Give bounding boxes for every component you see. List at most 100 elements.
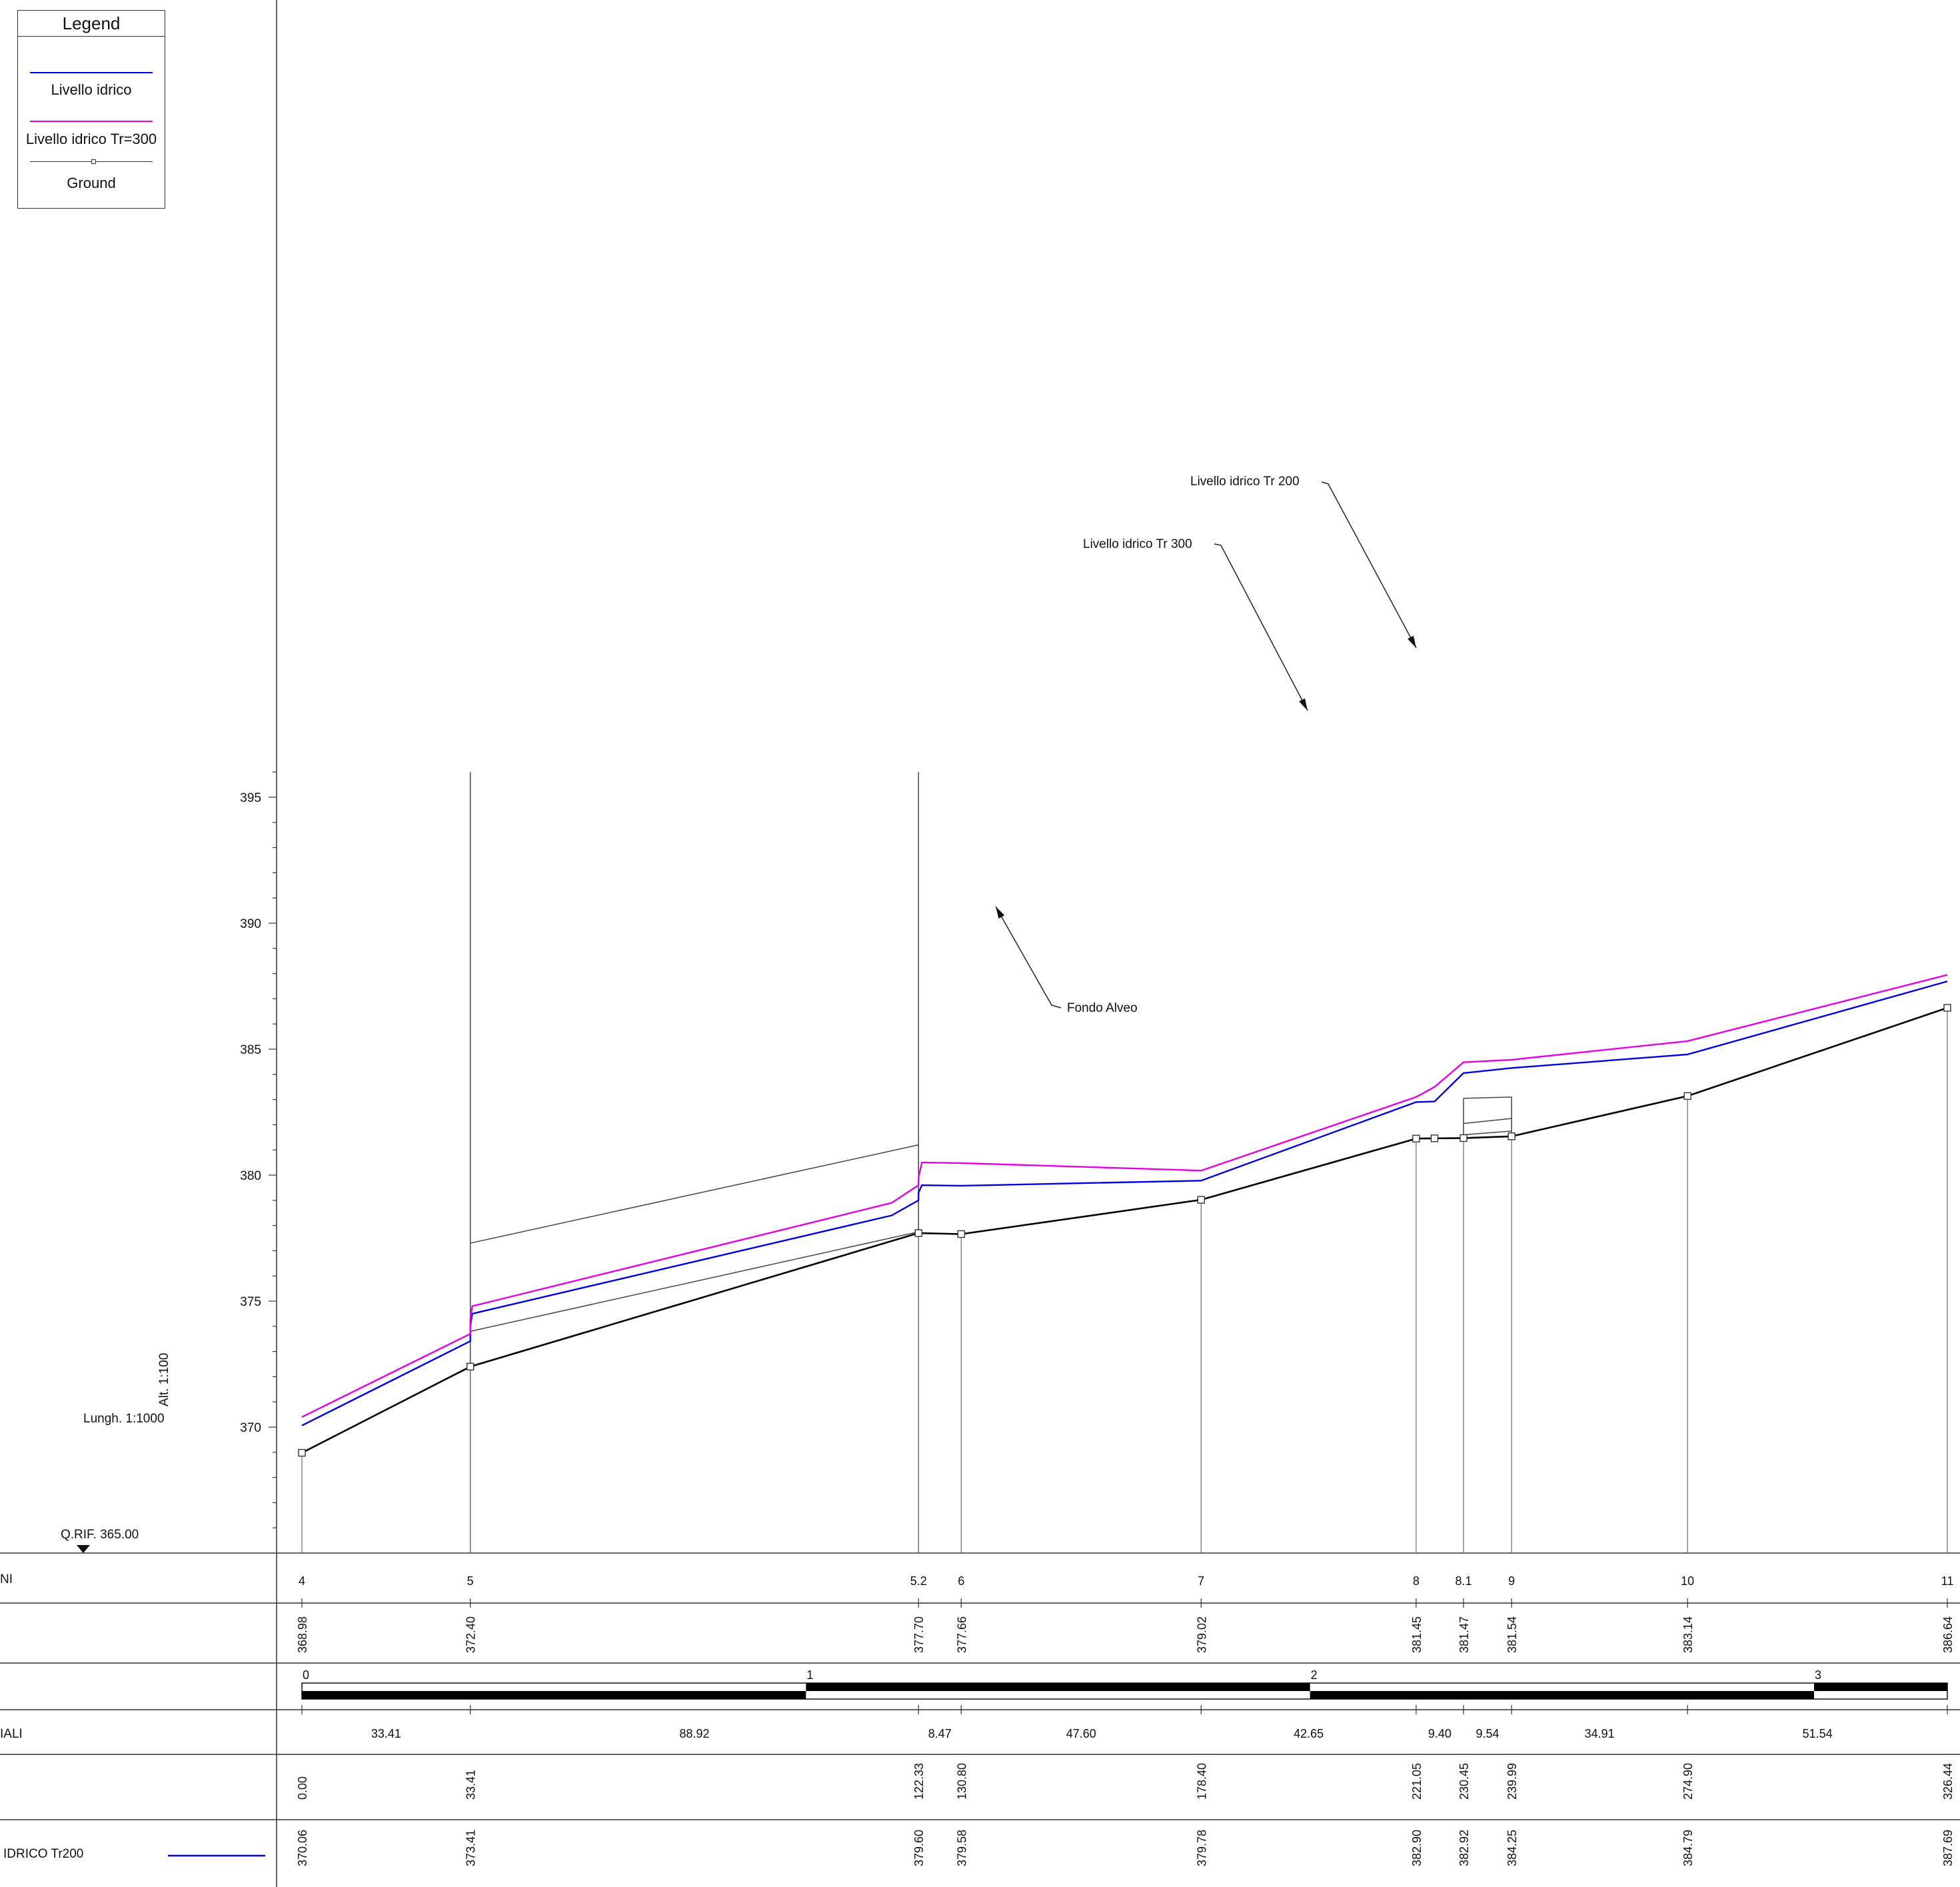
legend-line-livello-idrico xyxy=(30,72,153,73)
ground-elevation-label: 381.54 xyxy=(1505,1616,1519,1653)
leader-tr300 xyxy=(1214,543,1308,711)
scale-bar-segment xyxy=(302,1691,806,1699)
progressive-distance-label: 33.41 xyxy=(465,1770,478,1800)
ground-point xyxy=(298,1448,306,1457)
ground-elevation-label: 372.40 xyxy=(465,1616,478,1653)
partial-distance-label: 33.41 xyxy=(371,1727,401,1740)
partial-distance-label: 9.54 xyxy=(1476,1727,1499,1740)
partial-distance-label: 88.92 xyxy=(679,1727,709,1740)
water-level-label: 373.41 xyxy=(465,1830,478,1866)
progressive-distance-label: 274.90 xyxy=(1681,1763,1695,1800)
table-row-label-partial: IALI xyxy=(0,1727,23,1741)
progressive-distance-label: 130.80 xyxy=(955,1763,968,1800)
legend-line-livello-idrico-tr300 xyxy=(30,121,153,122)
structure-line xyxy=(470,1231,919,1332)
annotation-tr300: Livello idrico Tr 300 xyxy=(1083,537,1192,551)
legend-label-livello-idrico: Livello idrico xyxy=(51,81,132,98)
ground-point xyxy=(1683,1092,1691,1100)
ground-elevation-label: 377.66 xyxy=(955,1616,968,1653)
section-name-label: 11 xyxy=(1941,1574,1954,1588)
y-tick-label: 385 xyxy=(240,1043,261,1057)
partial-distance-label: 9.40 xyxy=(1428,1727,1452,1740)
structure-line xyxy=(470,1144,919,1244)
partial-distance-label: 42.65 xyxy=(1294,1727,1324,1740)
progressive-distance-label: 0.00 xyxy=(296,1776,309,1800)
section-name-label: 4 xyxy=(299,1574,305,1588)
alt-scale-label: Alt. 1:100 xyxy=(157,1352,171,1406)
section-name-label: 7 xyxy=(1198,1574,1204,1588)
ground-elevation-label: 368.98 xyxy=(296,1616,309,1653)
progressive-distance-label: 221.05 xyxy=(1410,1763,1424,1800)
series-line-livello-idrico xyxy=(301,980,1948,1426)
partial-distance-label: 34.91 xyxy=(1585,1727,1615,1740)
y-tick-label: 375 xyxy=(240,1295,261,1309)
water-level-label: 379.60 xyxy=(912,1830,926,1866)
section-name-label: 10 xyxy=(1681,1574,1694,1588)
legend: Legend Livello idrico Livello idrico Tr=… xyxy=(17,10,165,209)
annotation-fondo-alveo: Fondo Alveo xyxy=(1067,1001,1138,1015)
legend-title: Legend xyxy=(18,11,165,37)
ground-point xyxy=(1943,1004,1951,1012)
legend-label-ground: Ground xyxy=(67,175,116,191)
section-name-label: 8.1 xyxy=(1455,1574,1471,1588)
structure-line xyxy=(1463,1130,1512,1136)
structure-line xyxy=(1463,1118,1512,1124)
reference-marker-icon xyxy=(77,1545,90,1553)
ground-elevation-label: 381.45 xyxy=(1410,1616,1424,1653)
y-tick-label: 380 xyxy=(240,1169,261,1183)
scale-bar-segment xyxy=(1310,1691,1815,1699)
ground-point xyxy=(466,1362,475,1370)
arrow-tr200-icon xyxy=(1408,635,1416,648)
arrow-fondo-alveo-icon xyxy=(996,907,1005,919)
scale-bar-label: 1 xyxy=(806,1668,813,1682)
scale-bar-segment xyxy=(1814,1683,1947,1691)
water-level-label: 379.58 xyxy=(955,1830,968,1866)
ground-point xyxy=(1412,1134,1420,1142)
ground-point xyxy=(1460,1134,1468,1142)
y-tick-label: 395 xyxy=(240,791,261,805)
ground-point xyxy=(1507,1132,1515,1140)
progressive-distance-label: 178.40 xyxy=(1195,1763,1208,1800)
progressive-distance-label: 239.99 xyxy=(1505,1763,1519,1800)
leader-fondo-alveo xyxy=(995,906,1062,1008)
water-level-label: 387.69 xyxy=(1941,1830,1955,1866)
water-level-label: 382.92 xyxy=(1458,1830,1471,1866)
ground-point xyxy=(1197,1196,1206,1204)
ground-point xyxy=(914,1229,922,1237)
progressive-distance-label: 122.33 xyxy=(912,1763,926,1800)
ground-elevation-label: 377.70 xyxy=(912,1616,926,1653)
legend-label-livello-idrico-tr300: Livello idrico Tr=300 xyxy=(25,131,157,147)
water-level-label: 370.06 xyxy=(296,1830,309,1866)
partial-distance-label: 51.54 xyxy=(1803,1727,1833,1740)
scale-bar-label: 0 xyxy=(303,1668,309,1682)
section-name-label: 6 xyxy=(958,1574,964,1588)
ground-point xyxy=(957,1230,965,1238)
y-tick-label: 370 xyxy=(240,1421,261,1435)
series-line-livello-idrico-tr-300 xyxy=(301,974,1948,1418)
section-name-label: 9 xyxy=(1508,1574,1515,1588)
progressive-distance-label: 326.44 xyxy=(1941,1763,1955,1800)
section-name-label: 5 xyxy=(467,1574,474,1588)
annotation-tr200: Livello idrico Tr 200 xyxy=(1190,475,1300,489)
y-tick-label: 390 xyxy=(240,917,261,931)
partial-distance-label: 8.47 xyxy=(928,1727,952,1740)
ground-elevation-label: 381.47 xyxy=(1458,1616,1471,1653)
water-level-label: 379.78 xyxy=(1195,1830,1208,1866)
legend-ground-marker-icon xyxy=(91,159,96,164)
ground-elevation-label: 379.02 xyxy=(1195,1616,1208,1653)
lungh-scale-label: Lungh. 1:1000 xyxy=(83,1412,165,1426)
water-level-label: 384.25 xyxy=(1505,1830,1519,1866)
leader-tr200 xyxy=(1321,481,1417,649)
series-line-ground xyxy=(301,1006,1948,1454)
progressive-distance-label: 230.45 xyxy=(1458,1763,1471,1800)
structure-line xyxy=(1463,1096,1512,1099)
ground-elevation-label: 386.64 xyxy=(1941,1616,1955,1653)
scale-bar-segment xyxy=(806,1683,1310,1691)
table-row-label-water-level: IDRICO Tr200 xyxy=(3,1847,84,1861)
scale-bar-label: 3 xyxy=(1815,1668,1821,1682)
section-name-label: 5.2 xyxy=(910,1574,927,1588)
water-level-label: 384.79 xyxy=(1681,1830,1695,1866)
water-level-label: 382.90 xyxy=(1410,1830,1424,1866)
table-row-label-sections: NI xyxy=(0,1572,13,1586)
